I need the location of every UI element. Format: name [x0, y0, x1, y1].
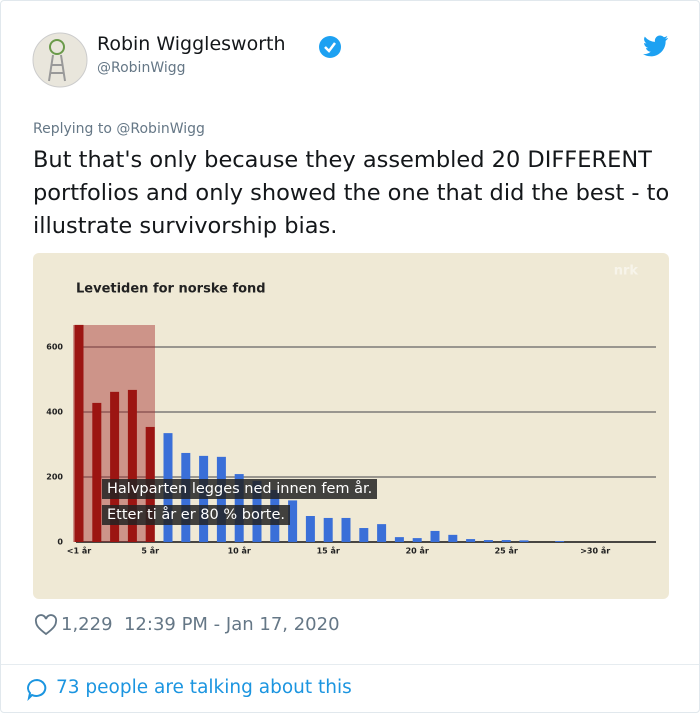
bar — [519, 540, 529, 542]
bar — [466, 539, 476, 542]
bar — [412, 538, 422, 542]
divider — [1, 664, 699, 665]
reply-context: Replying to @RobinWigg — [33, 121, 205, 137]
bar — [110, 391, 120, 542]
x-tick-label: 20 år — [406, 546, 429, 556]
avatar[interactable] — [31, 31, 89, 89]
y-tick-label: 600 — [46, 343, 63, 352]
bar — [483, 540, 493, 542]
x-tick-label: <1 år — [67, 546, 91, 556]
bar — [555, 541, 565, 542]
bar — [74, 324, 84, 542]
bar — [359, 528, 369, 542]
twitter-logo[interactable] — [643, 35, 669, 57]
reply-prefix: Replying to — [33, 121, 112, 137]
bar — [305, 516, 315, 542]
reply-handle[interactable]: @RobinWigg — [116, 121, 205, 137]
user-name[interactable]: Robin Wigglesworth — [97, 33, 286, 55]
chart-title: Levetiden for norske fond — [76, 282, 266, 297]
bar — [377, 524, 387, 542]
bar — [501, 540, 511, 542]
video-subtitle: Etter ti år er 80 % borte. — [102, 505, 290, 525]
tweet-image[interactable]: nrk Levetiden for norske fond 0 200 400 600… — [33, 253, 669, 599]
verified-badge — [319, 36, 341, 58]
conversation-link[interactable]: 73 people are talking about this — [56, 677, 352, 698]
chart: nrk Levetiden for norske fond 0 200 400 600… — [33, 253, 669, 599]
y-tick-label: 0 — [57, 538, 63, 547]
y-tick-label: 200 — [46, 473, 63, 482]
timestamp[interactable]: 12:39 PM - Jan 17, 2020 — [123, 614, 340, 635]
y-tick-label: 400 — [46, 408, 63, 417]
comment-icon[interactable] — [25, 677, 49, 701]
user-handle[interactable]: @RobinWigg — [97, 60, 186, 76]
like-count[interactable]: 1,229 — [61, 614, 113, 635]
bar — [394, 537, 404, 542]
bar — [288, 500, 298, 542]
tweet-text: But that's only because they assembled 2… — [33, 147, 670, 239]
bar — [127, 389, 137, 542]
x-tick-label: 15 år — [317, 546, 340, 556]
x-tick-label: 10 år — [228, 546, 251, 556]
tweet-meta: 1,229 12:39 PM - Jan 17, 2020 — [61, 614, 340, 635]
like-icon[interactable] — [34, 614, 58, 636]
x-tick-label: >30 år — [580, 546, 610, 556]
watermark: nrk — [614, 264, 639, 279]
bar — [92, 402, 102, 542]
bar — [216, 456, 226, 542]
bar — [448, 534, 458, 542]
video-subtitle: Halvparten legges ned innen fem år. — [102, 479, 378, 499]
bar — [341, 517, 351, 542]
x-tick-label: 25 år — [495, 546, 518, 556]
x-tick-label: 5 år — [141, 546, 159, 556]
bar — [323, 517, 333, 542]
bar — [430, 530, 440, 542]
